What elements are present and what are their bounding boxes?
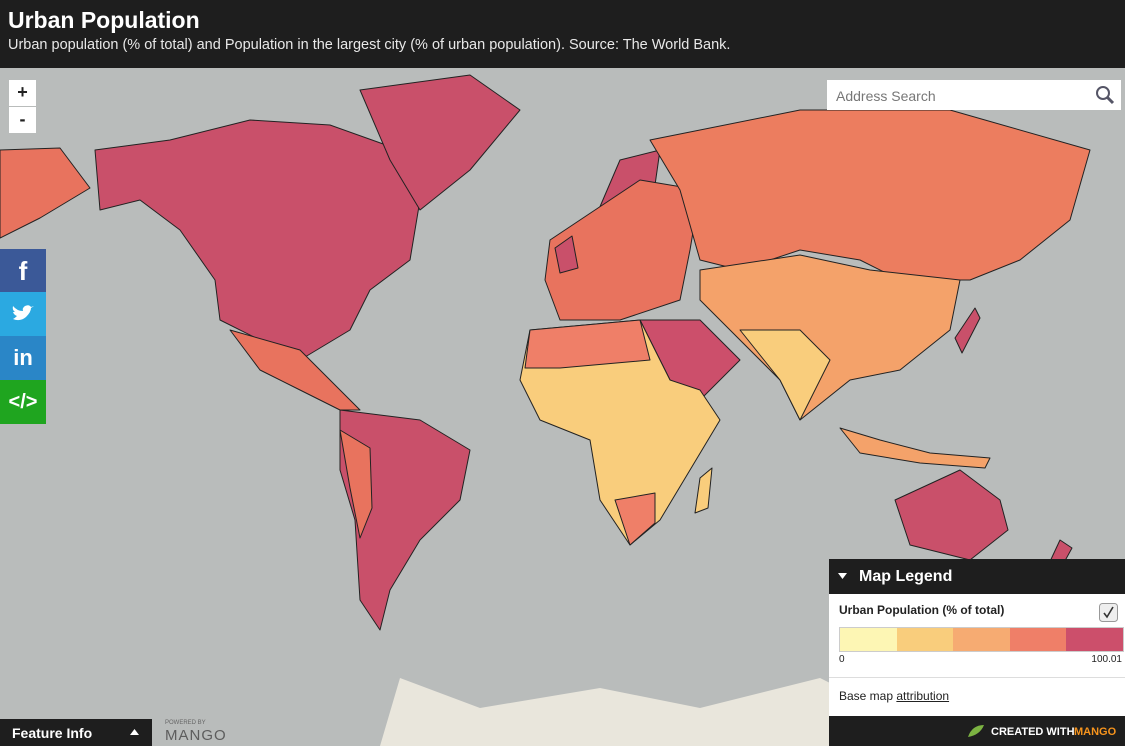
facebook-button[interactable]: f	[0, 249, 46, 293]
australia[interactable]	[894, 469, 1009, 561]
color-ramp	[839, 627, 1124, 652]
andes[interactable]	[339, 429, 373, 539]
north-africa[interactable]	[524, 319, 651, 369]
legend-header[interactable]: Map Legend	[829, 559, 1125, 594]
header: Urban Population Urban population (% of …	[0, 0, 1125, 68]
legend-swatch	[1009, 628, 1067, 651]
feature-info-label: Feature Info	[12, 725, 93, 741]
embed-button[interactable]: </>	[0, 380, 46, 424]
divider	[829, 677, 1125, 678]
africa[interactable]	[519, 319, 721, 546]
zoom-out[interactable]: -	[9, 107, 36, 133]
legend-swatch	[840, 628, 897, 651]
central-america[interactable]	[229, 329, 361, 411]
basemap-note: Base map attribution	[839, 689, 949, 703]
mango-leaf	[968, 725, 984, 737]
south-africa[interactable]	[614, 492, 656, 546]
created-label: CREATED WITH	[991, 726, 1075, 738]
twitter-button[interactable]	[0, 292, 46, 336]
subtitle: Urban population (% of total) and Popula…	[8, 37, 731, 53]
mango-logo: MANGO	[165, 727, 227, 744]
map[interactable]	[0, 68, 1125, 746]
alaska-east-russia[interactable]	[0, 147, 91, 239]
basemap-label: Base map	[839, 689, 894, 703]
uk[interactable]	[554, 235, 579, 274]
north-america[interactable]	[94, 119, 421, 361]
search-placeholder: Address Search	[836, 88, 936, 104]
powered-by: POWERED BY	[165, 720, 206, 726]
legend-swatch	[953, 628, 1010, 651]
legend-swatch	[896, 628, 954, 651]
south-america[interactable]	[339, 409, 471, 631]
search-icon[interactable]	[1095, 85, 1115, 105]
title: Urban Population	[8, 7, 200, 33]
collapse-arrow	[838, 573, 847, 579]
indonesia[interactable]	[839, 427, 991, 469]
japan[interactable]	[954, 307, 981, 354]
russia[interactable]	[649, 109, 1091, 281]
attribution-link[interactable]: attribution	[896, 689, 950, 703]
legend-title: Map Legend	[859, 568, 953, 585]
expand-arrow	[130, 729, 139, 735]
legend-min: 0	[839, 654, 845, 665]
europe[interactable]	[544, 179, 701, 321]
created-brand: MANGO	[1074, 726, 1117, 738]
twitter-icon	[12, 305, 34, 321]
asia[interactable]	[699, 254, 961, 421]
india[interactable]	[739, 329, 831, 421]
legend-max: 100.01	[1091, 654, 1122, 665]
legend-body: Urban Population (% of total) 0 100.01 B…	[829, 594, 1125, 716]
linkedin-button[interactable]: in	[0, 336, 46, 380]
created-with[interactable]: CREATED WITH MANGO	[829, 716, 1125, 746]
legend-swatch	[1066, 628, 1123, 651]
madagascar[interactable]	[694, 467, 713, 514]
greenland[interactable]	[359, 74, 521, 211]
layer-name: Urban Population (% of total)	[839, 603, 1005, 617]
feature-info[interactable]: Feature Info	[0, 719, 152, 746]
search-box[interactable]: Address Search	[827, 80, 1121, 110]
zoom-in[interactable]: +	[9, 80, 36, 106]
antarctica	[380, 678, 900, 746]
layer-toggle[interactable]	[1099, 603, 1118, 622]
